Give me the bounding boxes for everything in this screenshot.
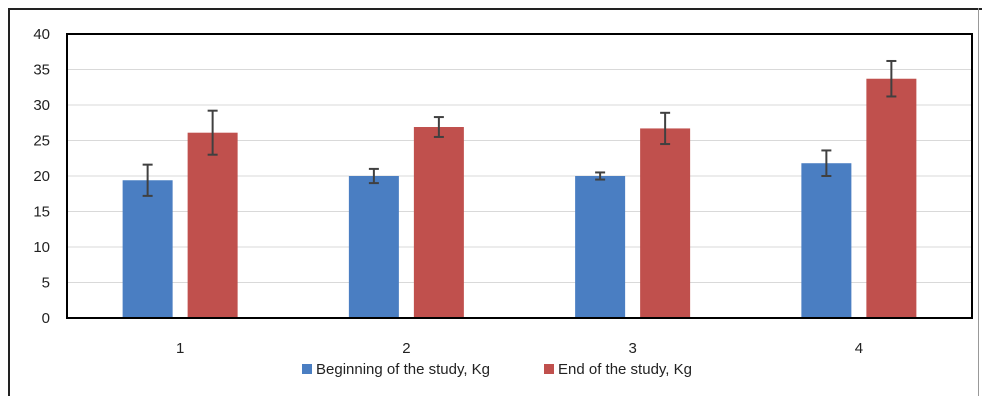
y-tick-label: 0 xyxy=(42,310,50,327)
bars xyxy=(122,78,917,318)
y-tick-label: 10 xyxy=(33,239,50,256)
legend-swatch xyxy=(302,364,312,374)
legend-label: End of the study, Kg xyxy=(558,361,692,378)
bar xyxy=(187,132,238,318)
bar xyxy=(866,78,917,318)
legend: Beginning of the study, Kg End of the stu… xyxy=(302,361,692,378)
bar xyxy=(575,176,626,318)
bar xyxy=(640,128,691,318)
y-tick-label: 5 xyxy=(42,275,50,292)
legend-swatch xyxy=(544,364,554,374)
error-bars xyxy=(142,59,897,197)
bar xyxy=(413,127,464,318)
frame-top-border xyxy=(8,8,982,10)
legend-label: Beginning of the study, Kg xyxy=(316,361,490,378)
y-tick-label: 35 xyxy=(33,62,50,79)
plot-area-border xyxy=(66,33,973,319)
y-tick-label: 20 xyxy=(33,168,50,185)
bar xyxy=(801,163,852,318)
y-tick-label: 40 xyxy=(33,26,50,43)
x-axis-ticks: 1 2 3 4 xyxy=(176,340,863,357)
bar xyxy=(122,180,173,318)
y-axis-ticks: 0 5 10 15 20 25 30 35 40 xyxy=(33,26,50,327)
x-tick-label: 1 xyxy=(176,340,184,357)
x-tick-label: 2 xyxy=(402,340,410,357)
frame-left-border xyxy=(8,8,10,396)
x-tick-label: 4 xyxy=(855,340,863,357)
frame-right-border xyxy=(978,8,979,396)
bar xyxy=(348,176,399,318)
y-tick-label: 25 xyxy=(33,133,50,150)
y-tick-label: 30 xyxy=(33,97,50,114)
y-tick-label: 15 xyxy=(33,204,50,221)
x-tick-label: 3 xyxy=(628,340,636,357)
